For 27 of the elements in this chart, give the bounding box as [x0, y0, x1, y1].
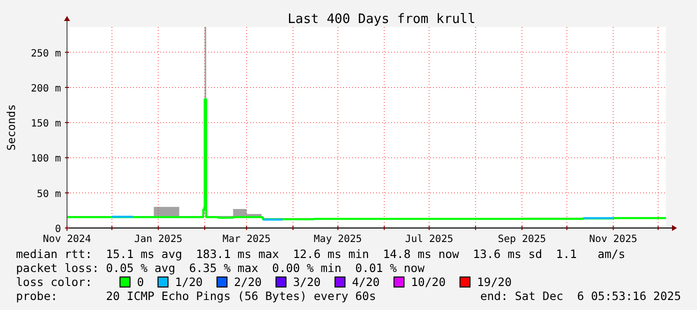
x-tick-label: Mar 2025 — [222, 234, 271, 245]
y-axis-title: Seconds — [5, 104, 18, 151]
x-tick-label: Nov 2024 — [42, 234, 92, 245]
legend-label: 3/20 — [293, 275, 321, 289]
text: probe: 20 ICMP Echo Pings (56 Bytes) every 60s — [16, 289, 376, 303]
x-tick-label: Jul 2025 — [405, 234, 454, 245]
x-tick-label: May 2025 — [314, 234, 362, 245]
y-tick-label: 150 m — [30, 118, 61, 130]
y-tick-label: 200 m — [30, 83, 61, 94]
text: end: Sat Dec 6 05:53:16 2025 — [480, 289, 681, 303]
y-tick-label: 50 m — [36, 188, 61, 200]
legend-label: 1/20 — [175, 275, 203, 289]
y-tick-label: 100 m — [30, 154, 61, 165]
chart-title: Last 400 Days from krull — [288, 12, 476, 27]
legend-label: 2/20 — [234, 275, 262, 289]
text: packet loss: 0.05 % avg 6.35 % max 0.00 % min 0.01 % now — [16, 261, 425, 275]
legend-label: 10/20 — [411, 275, 446, 289]
x-tick-label: Sep 2025 — [498, 234, 546, 245]
legend-label: 19/20 — [477, 275, 512, 289]
legend-label: 4/20 — [352, 275, 380, 289]
y-tick-label: 0 — [54, 224, 61, 235]
x-tick-label: Jan 2025 — [134, 234, 182, 245]
y-tick-label: 250 m — [30, 48, 61, 60]
x-tick-label: Nov 2025 — [589, 234, 638, 245]
text: median rtt: 15.1 ms avg 183.1 ms max 12.6 ms min 14.8 ms now 13.6 ms sd 1.1 am/s — [16, 247, 626, 261]
legend-title: loss color: — [16, 275, 92, 289]
legend-label: 0 — [137, 275, 144, 289]
